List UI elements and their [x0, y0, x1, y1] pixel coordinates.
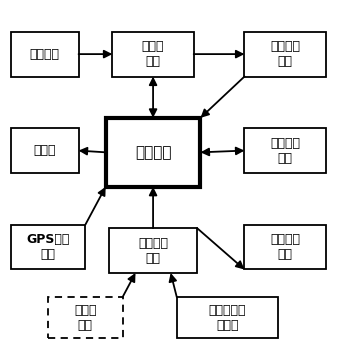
Text: 异常报警
模块: 异常报警 模块	[270, 233, 300, 261]
Bar	[244, 128, 326, 173]
Text: 无线通讯
模块: 无线通讯 模块	[270, 137, 300, 165]
Text: 三轴加速度
传感器: 三轴加速度 传感器	[209, 304, 246, 332]
Bar	[48, 297, 123, 338]
Text: GPS定位
模块: GPS定位 模块	[27, 233, 70, 261]
Bar	[244, 32, 326, 76]
Text: 主控制器: 主控制器	[135, 145, 171, 160]
Text: 电量监控
模块: 电量监控 模块	[270, 40, 300, 68]
Bar	[113, 32, 194, 76]
Bar	[109, 228, 197, 273]
Text: 应变传
感器: 应变传 感器	[74, 304, 97, 332]
Bar	[11, 128, 79, 173]
Text: 锂离子
电池: 锂离子 电池	[142, 40, 164, 68]
Bar	[11, 225, 85, 270]
Bar	[244, 225, 326, 270]
Text: 数据采集
模块: 数据采集 模块	[138, 237, 168, 265]
Bar	[177, 297, 278, 338]
Bar	[11, 32, 79, 76]
Text: 内存卡: 内存卡	[33, 144, 56, 157]
Text: 充电模块: 充电模块	[30, 48, 60, 61]
Bar	[106, 118, 201, 187]
